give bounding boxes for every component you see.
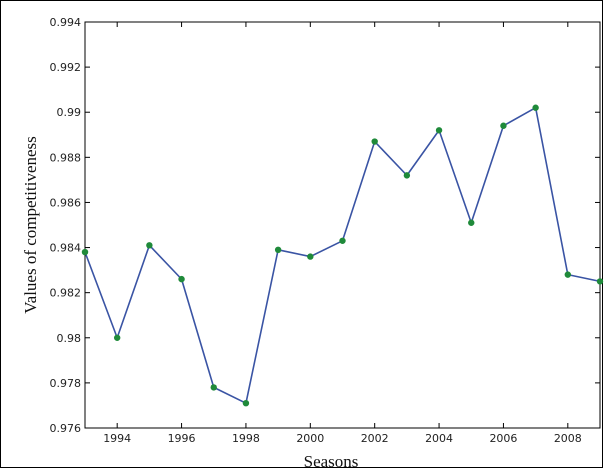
data-point — [500, 122, 507, 129]
y-tick-label: 0.984 — [50, 242, 82, 255]
x-tick-label: 2008 — [554, 432, 582, 445]
data-point — [146, 242, 153, 249]
x-tick-label: 1994 — [103, 432, 131, 445]
data-point — [564, 271, 572, 278]
data-point — [403, 172, 411, 179]
data-point — [532, 104, 539, 111]
x-tick-label: 2006 — [489, 432, 517, 445]
data-point — [274, 246, 282, 254]
y-tick-label: 0.992 — [50, 61, 82, 74]
x-axis: 1994 1996 1998 2000 2002 2004 2006 2008 — [103, 22, 582, 445]
x-tick-label: 1998 — [232, 432, 260, 445]
data-point — [339, 237, 346, 244]
data-point — [178, 275, 185, 283]
data-point — [242, 399, 250, 407]
data-point — [596, 278, 604, 285]
series-group — [81, 104, 604, 407]
data-point — [81, 248, 89, 256]
x-tick-label: 2002 — [361, 432, 389, 445]
data-point — [468, 219, 475, 226]
y-axis-title: Values of competitiveness — [21, 136, 40, 314]
x-tick-label: 1996 — [168, 432, 196, 445]
x-tick-label: 2004 — [425, 432, 453, 445]
y-tick-label: 0.99 — [57, 106, 82, 119]
y-tick-label: 0.986 — [50, 196, 82, 209]
data-point — [371, 138, 378, 145]
y-tick-label: 0.982 — [50, 287, 82, 300]
y-tick-label: 0.988 — [50, 151, 82, 164]
y-tick-label: 0.98 — [57, 332, 82, 345]
data-point — [113, 334, 121, 341]
x-axis-title: Seasons — [304, 452, 359, 470]
y-axis: 0.976 0.978 0.98 0.982 0.984 0.986 0.988 0.99 0.… — [50, 16, 600, 435]
data-point — [435, 127, 443, 134]
data-point — [307, 253, 314, 260]
y-tick-label: 0.976 — [50, 422, 82, 435]
y-tick-label: 0.978 — [50, 377, 82, 390]
y-tick-label: 0.994 — [50, 16, 82, 29]
data-point — [210, 384, 217, 391]
plot-area — [84, 21, 601, 429]
x-tick-label: 2000 — [296, 432, 324, 445]
